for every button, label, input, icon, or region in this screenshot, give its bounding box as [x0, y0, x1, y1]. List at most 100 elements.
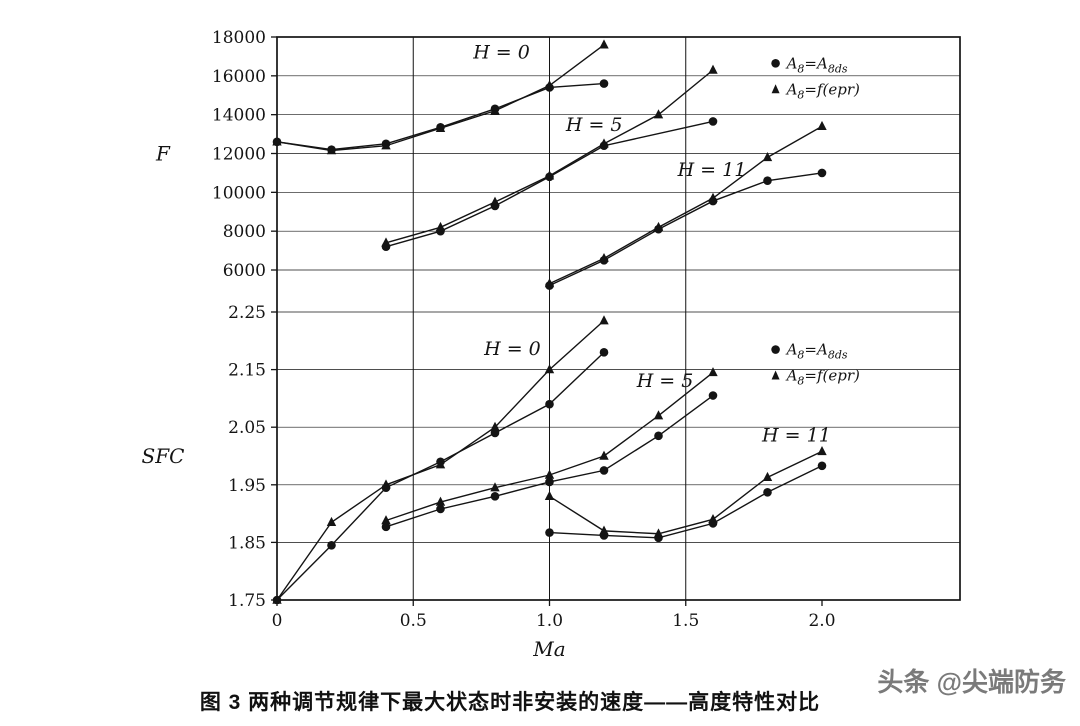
data-point-circle [708, 391, 718, 400]
data-point-circle [545, 399, 554, 409]
y-tick-label: 12000 [212, 145, 266, 165]
data-point-triangle [708, 367, 718, 377]
data-point-triangle [381, 237, 391, 247]
y-tick-label: 1.85 [228, 533, 266, 553]
x-tick-label: 1.5 [672, 611, 699, 631]
data-point-triangle [326, 516, 337, 526]
y-tick-label: 10000 [212, 183, 266, 203]
data-point-circle [817, 461, 827, 471]
data-point-circle [327, 540, 336, 550]
data-point-triangle [653, 410, 664, 420]
data-point-triangle [708, 513, 718, 524]
y-tick-label: 18000 [212, 28, 266, 48]
y-tick-label: 2.15 [228, 361, 266, 381]
data-point-triangle [435, 122, 446, 132]
data-point-triangle [599, 450, 609, 460]
data-point-circle [599, 79, 609, 88]
data-point-triangle [599, 39, 609, 49]
legend-marker-circle [771, 345, 780, 354]
series-line [276, 82, 605, 151]
series-line [276, 351, 605, 601]
data-point-circle [763, 487, 772, 497]
data-point-triangle [435, 496, 446, 506]
legend-label: A8=f(epr) [785, 367, 860, 388]
curve-label: H = 5 [636, 370, 694, 392]
x-tick-label: 0.5 [400, 611, 427, 631]
series-line [549, 125, 823, 285]
data-point-circle [708, 117, 718, 126]
data-point-triangle [272, 594, 282, 604]
data-point-triangle [435, 459, 446, 469]
y-axis-title: SFC [142, 444, 185, 468]
curve-label: H = 0 [472, 41, 530, 63]
y-axis-title: F [155, 142, 171, 166]
data-point-circle [545, 528, 554, 537]
series-line [385, 120, 714, 248]
data-point-triangle [544, 364, 555, 374]
y-tick-label: 14000 [212, 106, 266, 126]
data-point-circle [817, 168, 827, 178]
x-tick-label: 0 [272, 611, 283, 631]
y-tick-label: 16000 [212, 67, 266, 87]
data-point-triangle [817, 120, 827, 131]
data-point-triangle [490, 482, 500, 492]
x-tick-label: 2.0 [808, 611, 835, 631]
data-point-triangle [272, 136, 282, 146]
data-point-triangle [381, 140, 391, 150]
data-point-triangle [544, 490, 555, 501]
data-point-circle [545, 477, 554, 487]
data-point-triangle [599, 252, 609, 263]
data-point-triangle [762, 471, 773, 482]
data-point-triangle [817, 445, 827, 456]
y-tick-label: 6000 [223, 261, 266, 281]
data-point-triangle [599, 138, 609, 148]
data-point-triangle [435, 221, 446, 231]
series-line [549, 172, 823, 287]
legend-marker-triangle [771, 84, 780, 94]
x-tick-label: 1.0 [536, 611, 563, 631]
data-point-triangle [544, 469, 555, 479]
legend-label: A8=A8ds [785, 341, 848, 362]
data-point-triangle [653, 528, 664, 538]
data-point-triangle [490, 421, 500, 431]
legend-marker-triangle [771, 370, 780, 380]
y-tick-label: 2.05 [228, 418, 266, 438]
data-point-triangle [544, 170, 555, 180]
data-point-triangle [762, 151, 773, 162]
data-point-triangle [708, 64, 718, 74]
data-point-triangle [599, 525, 609, 535]
data-point-circle [763, 176, 772, 185]
data-point-circle [599, 348, 609, 357]
x-axis-title: Ma [532, 637, 565, 661]
curve-label: H = 11 [761, 425, 831, 447]
figure-caption: 图 3 两种调节规律下最大状态时非安装的速度——高度特性对比 [199, 691, 821, 714]
data-point-triangle [490, 196, 500, 206]
data-point-circle [490, 492, 500, 501]
data-point-triangle [653, 221, 664, 231]
y-tick-label: 8000 [223, 222, 266, 242]
data-point-triangle [708, 192, 718, 202]
data-point-triangle [544, 278, 555, 288]
series-line [549, 465, 823, 539]
curve-label: H = 5 [565, 114, 623, 136]
legend-label: A8=f(epr) [785, 80, 860, 101]
data-point-triangle [490, 105, 500, 115]
y-tick-label: 1.95 [228, 476, 266, 496]
watermark: 头条 @尖端防务 [877, 667, 1066, 697]
legend-label: A8=A8ds [785, 54, 848, 75]
data-point-circle [599, 466, 609, 475]
curve-label: H = 0 [483, 338, 541, 360]
data-point-triangle [381, 479, 391, 489]
data-point-circle [654, 431, 663, 441]
y-tick-label: 1.75 [228, 591, 266, 611]
data-point-triangle [653, 109, 664, 119]
legend-marker-circle [771, 59, 780, 68]
data-point-triangle [326, 145, 337, 155]
data-point-circle [436, 504, 445, 514]
y-tick-label: 2.25 [228, 303, 266, 323]
data-point-triangle [381, 515, 391, 525]
data-point-circle [381, 522, 391, 532]
curve-label: H = 11 [677, 159, 747, 181]
